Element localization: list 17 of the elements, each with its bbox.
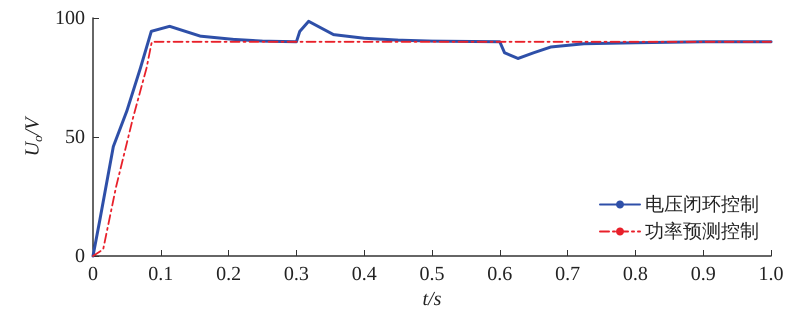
x-tick-label: 0.9 — [690, 263, 716, 285]
x-axis-title: t/s — [422, 288, 442, 310]
x-tick-label: 0.4 — [352, 263, 377, 285]
legend-label: 电压闭环控制 — [645, 194, 759, 216]
x-tick-label: 0.2 — [216, 263, 242, 285]
x-tick-label: 0.5 — [420, 263, 444, 285]
y-tick-label: 50 — [65, 126, 85, 148]
y-tick-label: 0 — [75, 245, 85, 267]
legend-label: 功率预测控制 — [645, 220, 759, 242]
x-tick-label: 0.7 — [555, 263, 580, 285]
x-tick-label: 0.6 — [487, 263, 512, 285]
x-tick-label: 0.8 — [622, 263, 648, 285]
y-axis-title: Uo/V — [22, 114, 46, 156]
x-tick-label: 1.0 — [758, 263, 784, 285]
x-tick-label: 0.1 — [148, 263, 174, 285]
y-tick-label: 100 — [55, 7, 85, 29]
x-tick-label: 0.3 — [284, 263, 309, 285]
